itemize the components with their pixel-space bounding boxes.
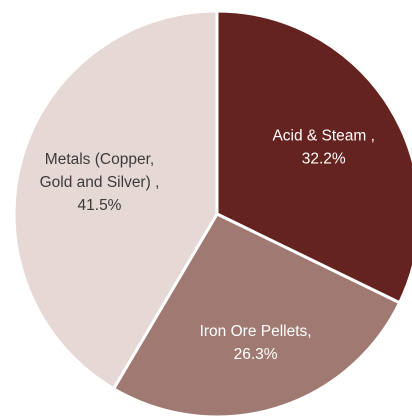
pie-label-line: 32.2% [302, 151, 346, 168]
labels-layer: Acid & Steam , 32.2% Iron Ore Pellets, 26.3… [40, 128, 375, 363]
pie-label-line: Metals (Copper, [45, 151, 154, 168]
pie-label-line: 26.3% [234, 346, 278, 363]
pie-slice-iron-ore-pellets [111, 212, 402, 419]
pie-label-metals-copper-gold-and-silver: Metals (Copper, Gold and Silver) , 41.5% [40, 151, 160, 214]
pie-label-line: Gold and Silver) , [40, 174, 160, 191]
pie-label-line: 41.5% [78, 197, 122, 214]
pie-label-iron-ore-pellets: Iron Ore Pellets, 26.3% [200, 323, 312, 363]
slices-layer [12, 9, 412, 419]
pie-slice-acid-steam [215, 9, 412, 305]
pie-slice-metals-copper-gold-and-silver [12, 9, 219, 391]
pie-label-acid-steam: Acid & Steam , 32.2% [272, 128, 375, 168]
pie-label-line: Acid & Steam , [272, 128, 375, 145]
pie-label-line: Iron Ore Pellets, [200, 323, 312, 340]
